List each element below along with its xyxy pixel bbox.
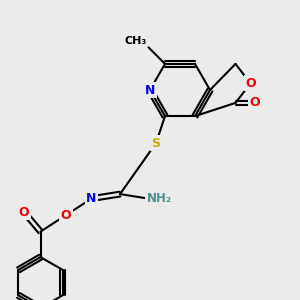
Text: S: S (152, 136, 160, 150)
Text: N: N (86, 192, 97, 205)
Text: N: N (145, 83, 155, 97)
Text: O: O (250, 96, 260, 110)
Text: O: O (245, 77, 256, 90)
Text: CH₃: CH₃ (125, 36, 147, 46)
Text: O: O (61, 208, 71, 222)
Text: O: O (19, 206, 29, 219)
Text: NH₂: NH₂ (146, 192, 172, 205)
